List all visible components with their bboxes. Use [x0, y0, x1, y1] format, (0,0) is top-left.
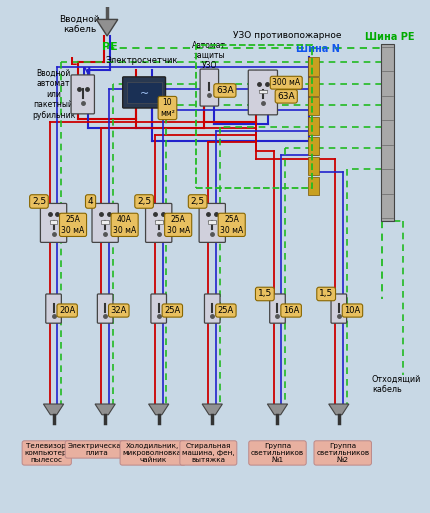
Polygon shape	[149, 404, 169, 415]
FancyBboxPatch shape	[209, 220, 216, 224]
Text: Автомат
защиты
УЗО: Автомат защиты УЗО	[192, 41, 226, 70]
FancyBboxPatch shape	[200, 69, 218, 106]
FancyBboxPatch shape	[259, 90, 267, 93]
Text: 25А: 25А	[164, 306, 181, 315]
Text: 300 мА: 300 мА	[272, 78, 300, 87]
Polygon shape	[95, 404, 115, 415]
FancyBboxPatch shape	[151, 294, 166, 323]
Text: 1,5: 1,5	[258, 289, 272, 299]
Text: 32А: 32А	[111, 306, 127, 315]
Text: 63А: 63А	[216, 86, 234, 95]
FancyBboxPatch shape	[270, 294, 285, 323]
FancyBboxPatch shape	[146, 204, 172, 242]
FancyBboxPatch shape	[308, 117, 319, 135]
FancyBboxPatch shape	[71, 75, 95, 114]
FancyBboxPatch shape	[155, 220, 163, 224]
Text: 1,5: 1,5	[319, 289, 333, 299]
Text: ~: ~	[139, 89, 149, 100]
FancyBboxPatch shape	[199, 204, 225, 242]
FancyBboxPatch shape	[126, 82, 162, 103]
Polygon shape	[43, 404, 64, 415]
Text: Группа
светильников
№1: Группа светильников №1	[251, 443, 304, 463]
Text: 63А: 63А	[277, 92, 295, 101]
FancyBboxPatch shape	[308, 77, 319, 95]
Text: 2,5: 2,5	[190, 197, 205, 206]
Text: 25А: 25А	[218, 306, 234, 315]
Text: PE: PE	[102, 42, 118, 52]
Polygon shape	[202, 404, 222, 415]
Text: Отходящий
кабель: Отходящий кабель	[372, 375, 421, 394]
FancyBboxPatch shape	[101, 220, 109, 224]
Text: Электрическая
плита: Электрическая плита	[68, 443, 126, 456]
FancyBboxPatch shape	[248, 70, 277, 115]
FancyBboxPatch shape	[92, 204, 118, 242]
FancyBboxPatch shape	[308, 177, 319, 195]
Text: Вводной
кабель: Вводной кабель	[59, 14, 100, 34]
FancyBboxPatch shape	[97, 294, 113, 323]
Polygon shape	[96, 19, 118, 36]
Text: 10
мм²: 10 мм²	[160, 98, 175, 117]
Text: 25А
30 мА: 25А 30 мА	[220, 215, 243, 234]
FancyBboxPatch shape	[308, 157, 319, 175]
Text: УЗО противопожарное: УЗО противопожарное	[233, 31, 341, 41]
Polygon shape	[329, 404, 349, 415]
Text: 25А
30 мА: 25А 30 мА	[166, 215, 190, 234]
Text: Шина N: Шина N	[296, 44, 340, 54]
Polygon shape	[267, 404, 288, 415]
Text: 20А: 20А	[59, 306, 75, 315]
Text: 4: 4	[88, 197, 93, 206]
Text: 40А
30 мА: 40А 30 мА	[113, 215, 136, 234]
Text: Вводной
автомат
или
пакетный
рубильник: Вводной автомат или пакетный рубильник	[32, 69, 75, 120]
Text: 25А
30 мА: 25А 30 мА	[61, 215, 85, 234]
Text: 2,5: 2,5	[137, 197, 151, 206]
Text: Холодильник,
микроволновка,
чайник: Холодильник, микроволновка, чайник	[122, 443, 184, 463]
FancyBboxPatch shape	[40, 204, 67, 242]
Text: 16А: 16А	[283, 306, 299, 315]
FancyBboxPatch shape	[123, 77, 166, 108]
Text: 2,5: 2,5	[32, 197, 46, 206]
FancyBboxPatch shape	[49, 220, 58, 224]
FancyBboxPatch shape	[46, 294, 61, 323]
FancyBboxPatch shape	[331, 294, 347, 323]
Text: Шина PE: Шина PE	[365, 32, 414, 42]
Text: N: N	[82, 67, 91, 77]
FancyBboxPatch shape	[308, 97, 319, 115]
Text: Телевизор,
компьютер,
пылесос: Телевизор, компьютер, пылесос	[25, 443, 69, 463]
FancyBboxPatch shape	[204, 294, 220, 323]
Text: Стиральная
машина, фен,
вытяжка: Стиральная машина, фен, вытяжка	[182, 443, 235, 463]
Text: УЗО противопожарное: УЗО противопожарное	[287, 44, 304, 45]
FancyBboxPatch shape	[381, 44, 394, 221]
Text: Группа
светильников
№2: Группа светильников №2	[316, 443, 369, 463]
Text: L: L	[70, 57, 77, 67]
Text: 10А: 10А	[344, 306, 361, 315]
Text: Электросчетчик: Электросчетчик	[106, 56, 178, 65]
FancyBboxPatch shape	[308, 57, 319, 76]
FancyBboxPatch shape	[308, 137, 319, 155]
